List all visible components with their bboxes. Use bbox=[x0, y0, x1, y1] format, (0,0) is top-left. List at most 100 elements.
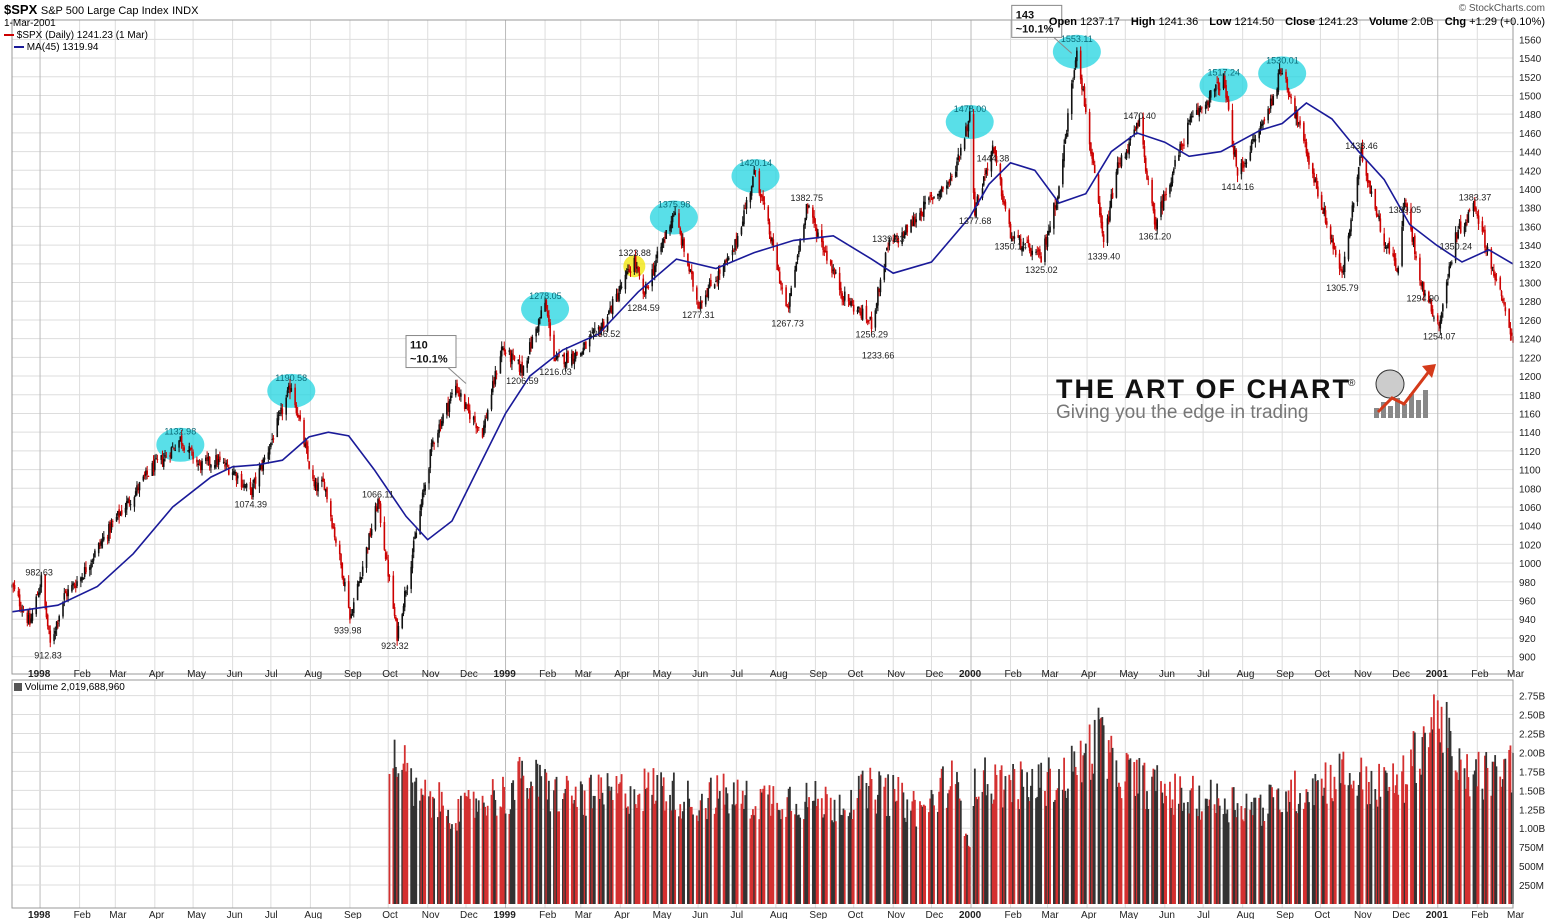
volume-bar bbox=[411, 782, 414, 904]
candle-body bbox=[835, 272, 837, 274]
candle-body bbox=[967, 121, 970, 132]
candle-body bbox=[360, 577, 363, 580]
candle-body bbox=[252, 483, 254, 498]
candle-body bbox=[799, 240, 801, 251]
candle-body bbox=[146, 470, 148, 475]
volume-bar bbox=[1222, 814, 1225, 904]
volume-bar bbox=[924, 805, 926, 904]
candle-body bbox=[1366, 173, 1369, 183]
volume-bar bbox=[892, 775, 895, 904]
candle-body bbox=[591, 332, 594, 334]
candle-body bbox=[503, 347, 506, 352]
candle-body bbox=[1411, 227, 1414, 242]
volume-x-tick-label: Mar bbox=[575, 910, 593, 919]
callout-points: 143 bbox=[1016, 9, 1034, 21]
stockcharts-brand: © StockCharts.com bbox=[1458, 3, 1545, 14]
volume-bar bbox=[1186, 802, 1189, 904]
candle-body bbox=[91, 560, 94, 562]
candle-body bbox=[173, 447, 175, 450]
candle-body bbox=[1143, 146, 1146, 158]
candle-body bbox=[299, 415, 302, 420]
volume-bar bbox=[913, 799, 916, 904]
volume-bar bbox=[995, 774, 998, 904]
candle-body bbox=[313, 479, 316, 487]
volume-x-tick-label: Aug bbox=[770, 910, 788, 919]
volume-bar bbox=[527, 798, 530, 904]
candle-body bbox=[715, 281, 717, 283]
open-value: 1237.17 bbox=[1080, 16, 1120, 28]
candle-body bbox=[410, 566, 412, 589]
candle-body bbox=[467, 403, 470, 411]
candle-body bbox=[937, 193, 939, 196]
volume-bar bbox=[763, 785, 766, 904]
candle-body bbox=[1297, 122, 1300, 124]
low-value: 1214.50 bbox=[1234, 16, 1275, 28]
volume-bar bbox=[651, 794, 654, 904]
price-x-tick-label: Aug bbox=[770, 669, 788, 680]
candle-body bbox=[110, 523, 113, 530]
price-panel-frame bbox=[11, 19, 1514, 675]
volume-bar bbox=[1216, 783, 1219, 904]
candle-body bbox=[253, 478, 256, 483]
volume-bar bbox=[1509, 745, 1512, 904]
candle-body bbox=[508, 350, 511, 353]
candle-body bbox=[315, 484, 318, 491]
candle-body bbox=[1304, 139, 1306, 142]
volume-bar bbox=[1360, 757, 1363, 904]
volume-x-tick-label: Apr bbox=[614, 910, 630, 919]
volume-bar bbox=[856, 798, 859, 904]
volume-bar bbox=[1365, 766, 1368, 904]
price-value-label: 1414.16 bbox=[1222, 182, 1255, 192]
candle-body bbox=[1438, 323, 1440, 326]
candle-body bbox=[588, 337, 591, 347]
price-y-tick-label: 1440 bbox=[1519, 148, 1542, 159]
price-value-label: 1339.40 bbox=[1088, 252, 1121, 262]
candle-body bbox=[178, 440, 180, 448]
candle-body bbox=[312, 469, 314, 479]
candle-body bbox=[233, 471, 235, 476]
candle-body bbox=[1387, 244, 1389, 248]
volume-bar bbox=[1455, 772, 1458, 904]
volume-bar bbox=[725, 787, 728, 904]
candle-body bbox=[1352, 203, 1355, 208]
candle-body bbox=[1180, 143, 1183, 147]
candle-body bbox=[1236, 168, 1239, 176]
volume-bar bbox=[826, 794, 828, 904]
volume-x-tick-label: Apr bbox=[149, 910, 165, 919]
volume-bar bbox=[448, 823, 451, 904]
volume-bar bbox=[1030, 785, 1032, 904]
candle-body bbox=[752, 176, 754, 188]
candle-body bbox=[254, 476, 257, 484]
volume-bar bbox=[504, 813, 507, 904]
candle-body bbox=[137, 487, 140, 490]
candle-body bbox=[1466, 219, 1468, 221]
volume-bar bbox=[499, 806, 502, 904]
candle-body bbox=[842, 298, 845, 303]
candle-body bbox=[1467, 212, 1470, 223]
volume-bar bbox=[624, 793, 627, 904]
callout-points: 110 bbox=[410, 340, 428, 352]
volume-bar bbox=[628, 813, 631, 904]
volume-bar bbox=[433, 798, 436, 904]
candle-body bbox=[794, 269, 796, 287]
candle-body bbox=[120, 510, 123, 515]
price-x-tick-label: Jul bbox=[1197, 669, 1210, 680]
candle-body bbox=[463, 394, 466, 410]
candle-body bbox=[1340, 269, 1342, 271]
price-y-tick-label: 1080 bbox=[1519, 484, 1542, 495]
candle-body bbox=[708, 282, 711, 289]
volume-bar bbox=[1260, 825, 1263, 904]
volume-bar bbox=[848, 812, 851, 904]
volume-bar bbox=[785, 816, 787, 904]
volume-x-tick-label: Nov bbox=[1354, 910, 1372, 919]
volume-bar bbox=[740, 803, 743, 904]
candle-body bbox=[206, 457, 208, 460]
candle-body bbox=[618, 292, 620, 302]
candle-body bbox=[341, 562, 344, 578]
candle-body bbox=[829, 260, 832, 265]
candle-body bbox=[174, 449, 177, 451]
volume-bar bbox=[833, 799, 836, 904]
volume-bar bbox=[1467, 777, 1470, 904]
volume-bar bbox=[1156, 765, 1159, 904]
candle-body bbox=[1442, 304, 1444, 312]
